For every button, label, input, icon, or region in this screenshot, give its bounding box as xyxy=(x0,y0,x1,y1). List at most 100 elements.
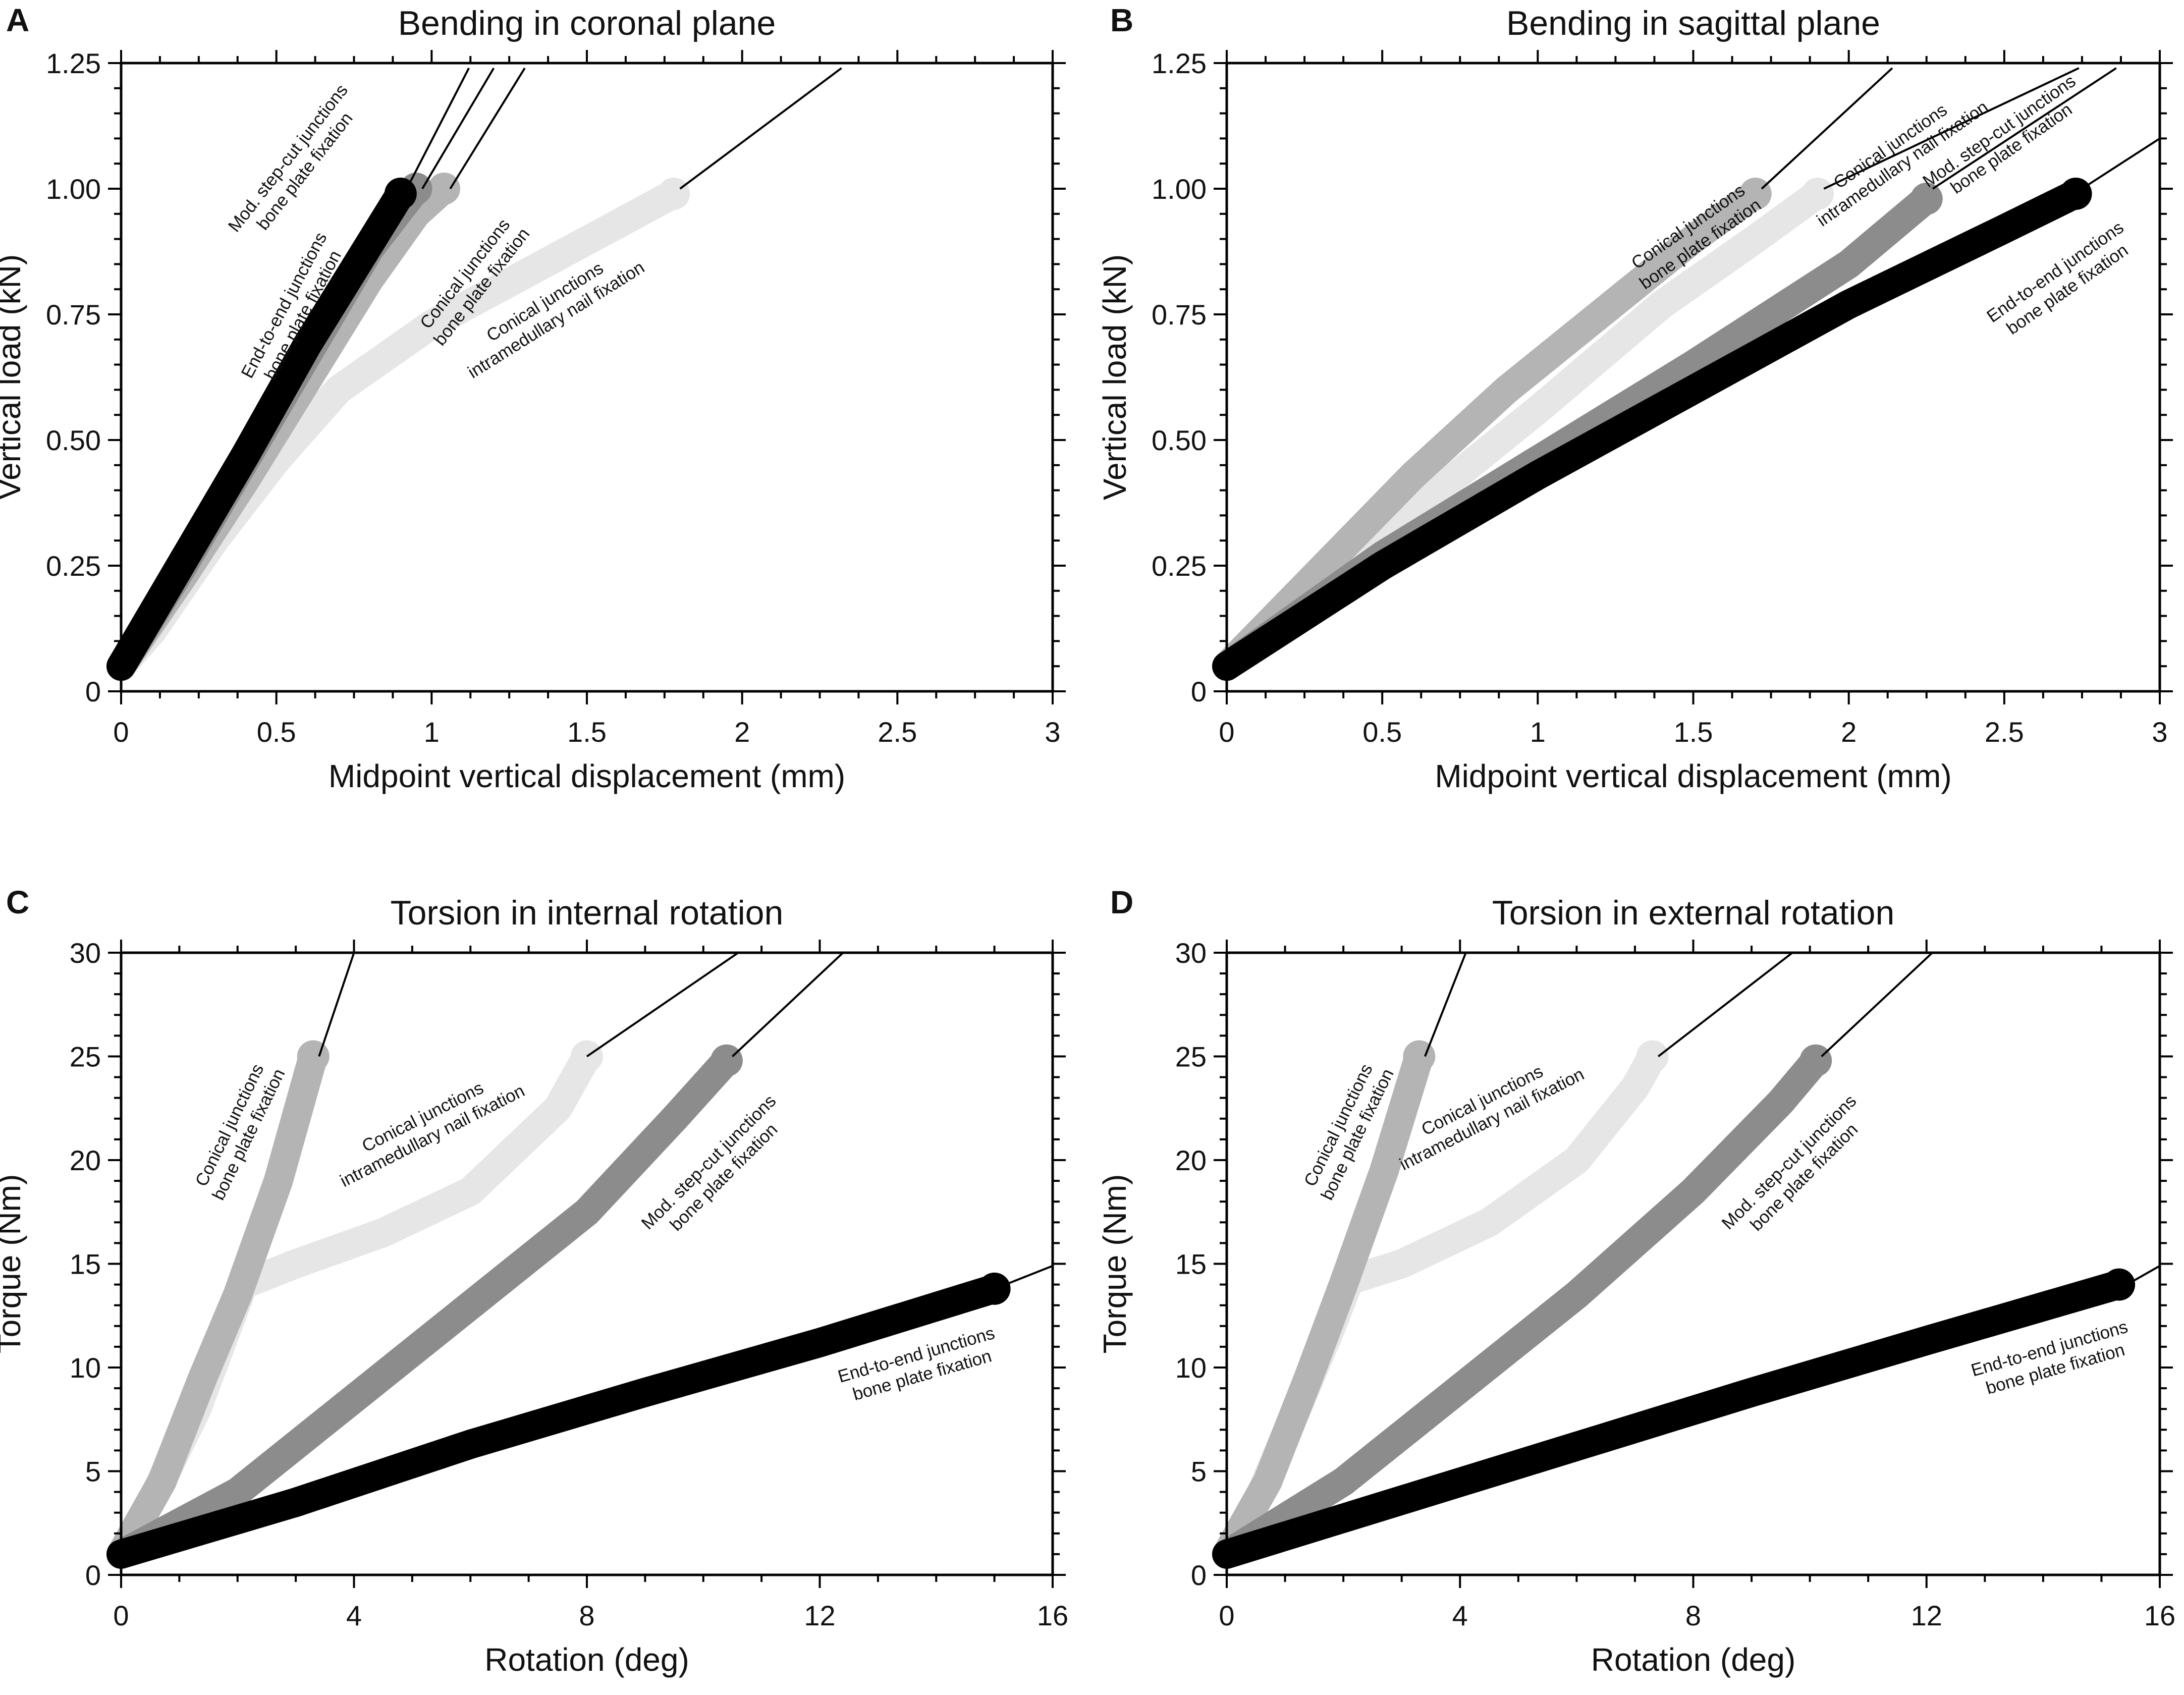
series-traces xyxy=(1212,1040,2136,1569)
panel-a: A Bending in coronal plane 0 0.5 1 1.5 2 2.5 3 0 0… xyxy=(0,2,1066,794)
leader-line-2 xyxy=(449,67,526,190)
x-tick-label: 1.5 xyxy=(567,716,607,748)
y-tick-label: 0.25 xyxy=(46,550,101,582)
x-tick-label: 2.5 xyxy=(878,716,917,748)
x-tick-label: 1.5 xyxy=(1674,716,1713,748)
x-tick-label: 16 xyxy=(2144,1600,2175,1631)
leader-line-4 xyxy=(2130,1265,2160,1284)
leader-line-3 xyxy=(1932,67,2117,190)
x-tick-label: 12 xyxy=(804,1600,835,1631)
leader-line-1 xyxy=(679,67,842,190)
panel-b: B Bending in sagittal plane 0 0.5 1 1.5 2 2.5 3 0… xyxy=(1097,2,2173,794)
y-tick-label: 20 xyxy=(1175,1144,1207,1176)
x-tick-label: 0 xyxy=(113,716,129,748)
panel-letter: A xyxy=(6,2,29,38)
panel-letter: D xyxy=(1110,884,1133,920)
y-tick-label: 0.25 xyxy=(1152,550,1207,582)
x-tick-label: 0.5 xyxy=(1362,716,1402,748)
x-tick-label: 2 xyxy=(734,716,750,748)
series-end-marker-1 xyxy=(658,177,690,210)
x-tick-label: 12 xyxy=(1911,1600,1942,1631)
x-tick-label: 2 xyxy=(1841,716,1857,748)
series-end-marker-3 xyxy=(1910,182,1943,215)
leader-line-1 xyxy=(1823,67,2080,190)
x-tick-label: 8 xyxy=(1685,1600,1701,1631)
y-tick-label: 25 xyxy=(1175,1041,1207,1073)
x-tick-label: 3 xyxy=(1045,716,1060,748)
series-line-4 xyxy=(1212,1270,2134,1569)
x-tick-label: 4 xyxy=(1452,1600,1468,1631)
y-tick-label: 1.25 xyxy=(1152,47,1207,79)
chart-title: Torsion in internal rotation xyxy=(391,894,784,932)
panel-letter: C xyxy=(6,884,29,920)
x-axis-label: Midpoint vertical displacement (mm) xyxy=(329,758,845,794)
leader-line-2 xyxy=(318,952,355,1057)
y-tick-label: 0 xyxy=(1191,1559,1207,1591)
y-axis-label: Torque (Nm) xyxy=(1097,1174,1133,1354)
series-end-marker-3 xyxy=(710,1044,743,1077)
y-tick-label: 5 xyxy=(1191,1456,1207,1488)
y-tick-label: 0 xyxy=(85,676,101,707)
y-tick-label: 30 xyxy=(70,937,101,969)
x-tick-label: 0 xyxy=(113,1600,129,1631)
series-traces xyxy=(1212,177,2092,681)
x-axis-label: Midpoint vertical displacement (mm) xyxy=(1435,758,1951,794)
leader-line-4 xyxy=(1000,1265,1053,1288)
series-line-3 xyxy=(106,1046,741,1569)
chart-title: Bending in coronal plane xyxy=(398,4,776,42)
series-line-2 xyxy=(1212,179,1770,681)
y-tick-label: 0.50 xyxy=(46,424,101,456)
x-tick-label: 0 xyxy=(1219,1600,1234,1631)
y-tick-label: 0 xyxy=(85,1559,101,1591)
y-tick-label: 25 xyxy=(70,1041,101,1073)
series-end-marker-1 xyxy=(1636,1040,1669,1073)
series-line-3 xyxy=(1212,1046,1831,1569)
x-tick-label: 3 xyxy=(2152,716,2167,748)
y-axis-label: Vertical load (kN) xyxy=(0,254,27,500)
series-end-marker-4 xyxy=(2059,177,2092,210)
leader-line-2 xyxy=(1424,952,1467,1057)
x-tick-label: 16 xyxy=(1037,1600,1068,1631)
y-tick-label: 10 xyxy=(1175,1352,1207,1384)
y-tick-label: 0.75 xyxy=(1152,299,1207,331)
y-tick-label: 1.25 xyxy=(46,47,101,79)
y-axis-label: Vertical load (kN) xyxy=(1097,254,1133,500)
panel-letter: B xyxy=(1110,2,1133,38)
y-tick-label: 15 xyxy=(1175,1248,1207,1280)
series-end-marker-2 xyxy=(427,173,460,205)
series-end-marker-4 xyxy=(2103,1268,2136,1301)
leader-line-1 xyxy=(586,952,739,1058)
y-tick-label: 20 xyxy=(70,1144,101,1176)
x-tick-label: 0 xyxy=(1219,716,1234,748)
x-tick-label: 1 xyxy=(1530,716,1546,748)
y-tick-label: 30 xyxy=(1175,937,1207,969)
y-tick-label: 1.00 xyxy=(1152,173,1207,205)
series-end-marker-4 xyxy=(384,177,417,210)
series-line-4 xyxy=(1212,179,2091,681)
leader-line-4 xyxy=(406,68,470,189)
plot-frame xyxy=(120,62,1054,693)
chart-title: Torsion in external rotation xyxy=(1492,894,1895,932)
x-tick-label: 2.5 xyxy=(1985,716,2024,748)
series-line-4 xyxy=(106,1274,1009,1569)
leader-line-3 xyxy=(1821,952,1933,1057)
leader-line-1 xyxy=(1657,952,1793,1058)
y-tick-label: 1.00 xyxy=(46,173,101,205)
series-traces xyxy=(106,173,690,681)
panel-c: C Torsion in internal rotation 0 4 8 12 16 0 5 10… xyxy=(0,884,1068,1678)
x-tick-label: 8 xyxy=(579,1600,594,1631)
x-axis-label: Rotation (deg) xyxy=(1591,1642,1796,1678)
series-line-4 xyxy=(106,179,415,681)
leader-line-3 xyxy=(732,952,844,1057)
series-annotation-3: Mod. step-cut junctionsbone plate fixati… xyxy=(225,81,368,249)
series-line-2 xyxy=(106,1042,328,1569)
x-tick-label: 0.5 xyxy=(257,716,296,748)
y-tick-label: 0.50 xyxy=(1152,424,1207,456)
y-tick-label: 15 xyxy=(70,1248,101,1280)
y-axis-label: Torque (Nm) xyxy=(0,1174,27,1354)
y-tick-label: 0.75 xyxy=(46,299,101,331)
x-tick-label: 4 xyxy=(346,1600,362,1631)
x-axis-label: Rotation (deg) xyxy=(484,1642,689,1678)
series-end-marker-4 xyxy=(978,1272,1011,1305)
